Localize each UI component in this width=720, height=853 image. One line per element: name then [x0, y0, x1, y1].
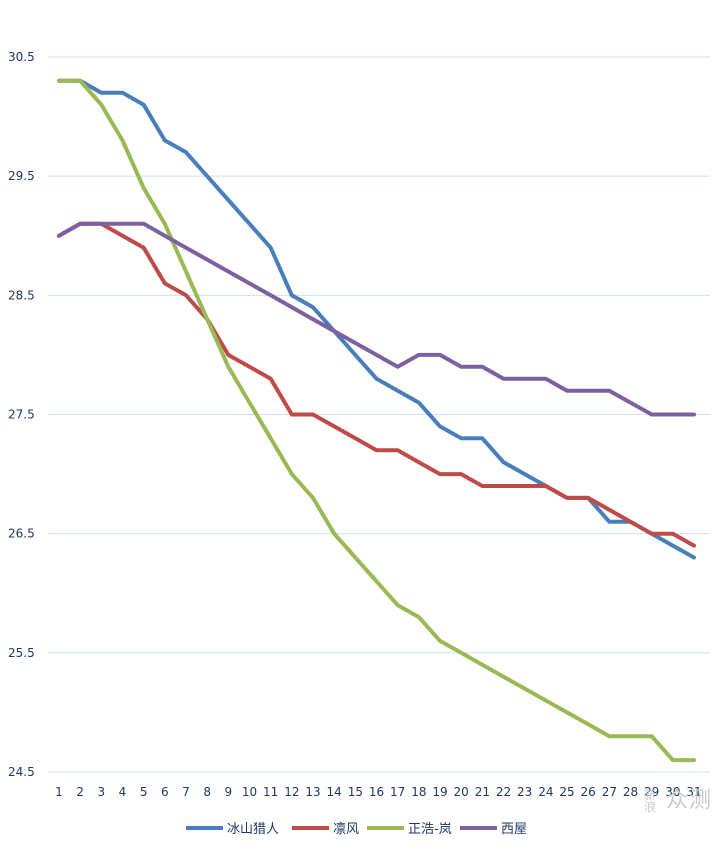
series-line-1 [57, 78, 696, 560]
x-tick-label: 20 [454, 785, 469, 799]
y-tick-label: 28.5 [8, 288, 35, 302]
x-tick-label: 4 [119, 785, 127, 799]
gridlines [48, 56, 710, 773]
x-tick-label: 26 [581, 785, 596, 799]
legend-label: 冰山猎人 [227, 822, 279, 837]
legend: 冰山猎人 凛风 正浩-岚 西屋 [186, 821, 527, 837]
watermark-small-text: 新 浪 [644, 789, 658, 813]
x-tick-label: 10 [242, 785, 257, 799]
x-tick-label: 6 [161, 785, 169, 799]
x-tick-label: 29 [644, 785, 659, 799]
x-tick-label: 13 [305, 785, 320, 799]
x-tick-label: 2 [76, 785, 84, 799]
x-tick-label: 19 [432, 785, 447, 799]
series-line-2 [57, 221, 696, 548]
x-tick-label: 11 [263, 785, 278, 799]
watermark-logo: 新 浪 众测 [644, 782, 712, 814]
x-tick-label: 12 [284, 785, 299, 799]
x-tick-label: 22 [496, 785, 511, 799]
x-tick-label: 7 [182, 785, 190, 799]
y-axis-tick-labels: 24.5 25.5 26.5 27.5 28.5 29.5 30.5 [8, 50, 35, 779]
x-tick-label: 15 [348, 785, 363, 799]
y-tick-label: 25.5 [8, 646, 35, 660]
x-tick-label: 25 [559, 785, 574, 799]
watermark-text: 众测 [665, 788, 712, 813]
series-line-4 [57, 221, 696, 417]
y-tick-label: 29.5 [8, 169, 35, 183]
x-tick-label: 5 [140, 785, 148, 799]
y-tick-label: 30.5 [8, 50, 35, 64]
series-line-3 [57, 78, 696, 763]
x-tick-label: 3 [98, 785, 106, 799]
series-lines [57, 78, 696, 763]
y-tick-label: 27.5 [8, 408, 35, 422]
y-tick-label: 24.5 [8, 765, 35, 779]
legend-label: 正浩-岚 [408, 822, 452, 837]
y-tick-label: 26.5 [8, 527, 35, 541]
x-tick-label: 9 [225, 785, 233, 799]
x-axis-tick-labels: 1 2 3 4 5 6 7 8 9 10 11 12 13 14 15 16 17 18 19 20 21 22 23 24 2… [55, 785, 701, 799]
x-tick-label: 27 [602, 785, 617, 799]
watermark-line2: 浪 [643, 800, 657, 814]
x-tick-label: 30 [665, 785, 680, 799]
x-tick-label: 1 [55, 785, 63, 799]
x-tick-label: 31 [686, 785, 701, 799]
x-tick-label: 24 [538, 785, 553, 799]
watermark-line1: 新 [643, 788, 657, 802]
x-tick-label: 8 [203, 785, 211, 799]
legend-label: 西屋 [501, 822, 527, 837]
legend-label: 凛风 [333, 821, 359, 837]
x-tick-label: 16 [369, 785, 384, 799]
x-tick-label: 21 [475, 785, 490, 799]
x-tick-label: 17 [390, 785, 405, 799]
x-tick-label: 14 [327, 785, 342, 799]
x-tick-label: 23 [517, 785, 532, 799]
x-tick-label: 28 [623, 785, 638, 799]
x-tick-label: 18 [411, 785, 426, 799]
